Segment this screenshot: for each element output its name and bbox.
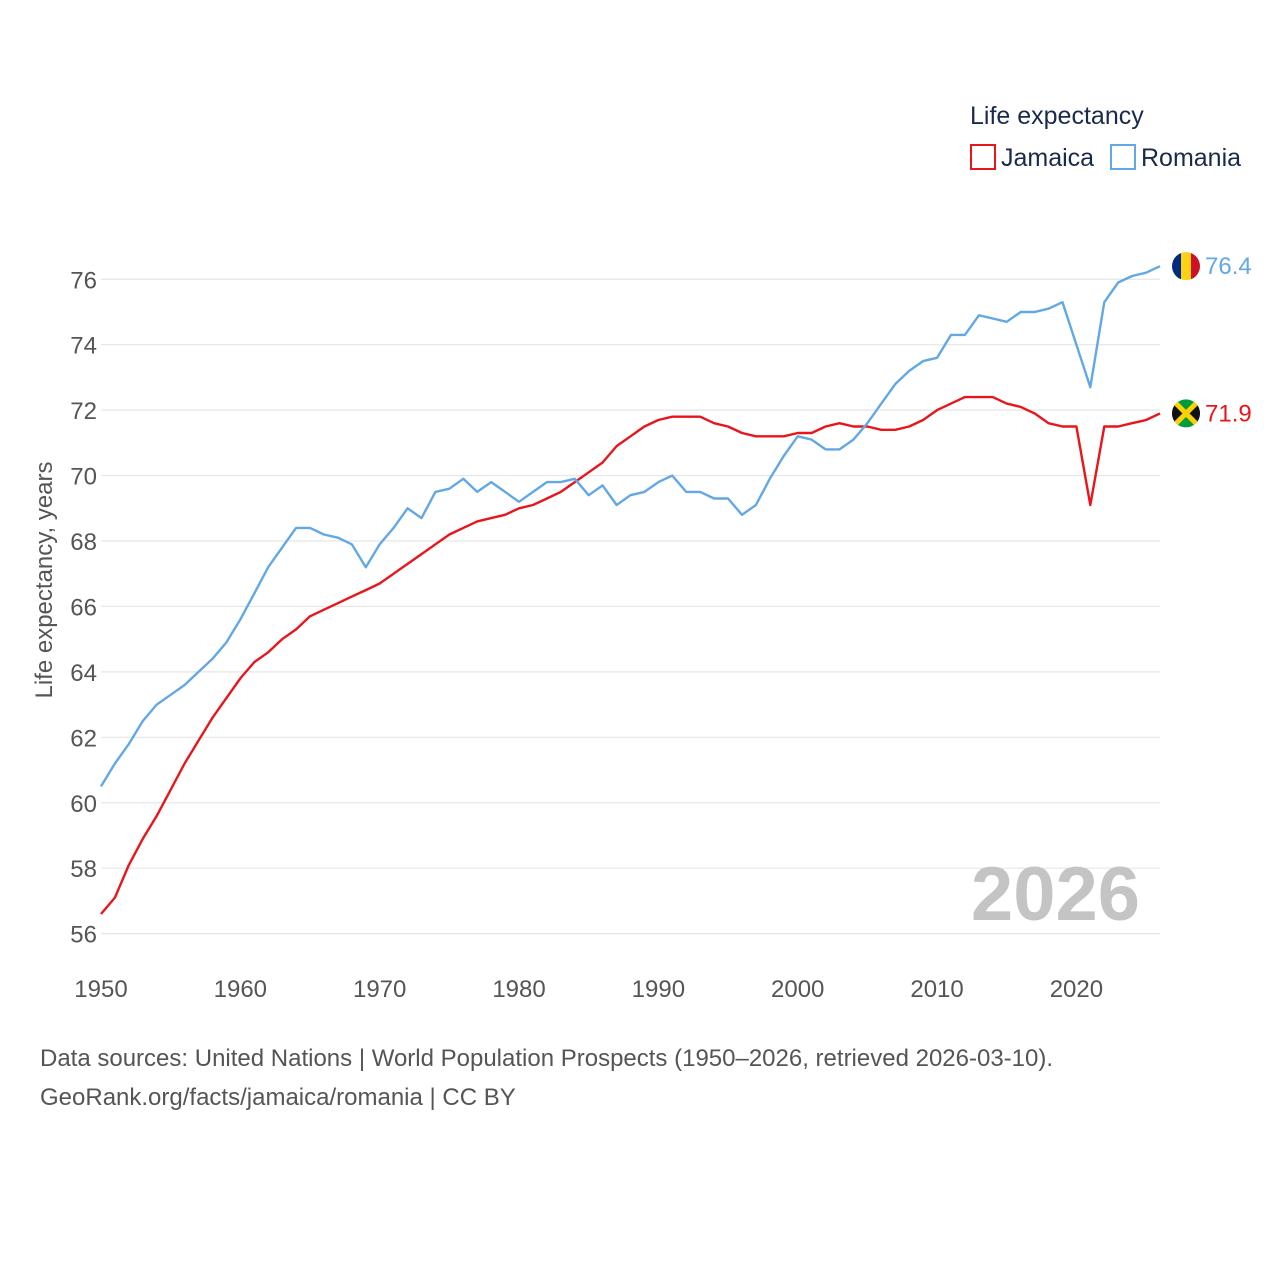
year-watermark: 2026 [971, 852, 1140, 937]
gridlines [101, 278, 1160, 935]
x-tick-label: 2000 [771, 976, 824, 1003]
x-tick-label: 1980 [492, 976, 545, 1003]
series-lines [99, 265, 1161, 915]
y-tick-label: 56 [70, 922, 97, 949]
x-tick-label: 1950 [74, 976, 127, 1003]
y-tick-label: 58 [70, 856, 97, 883]
y-tick-label: 64 [70, 660, 97, 687]
jamaica-line [100, 395, 1161, 915]
romania-end-value: 76.4 [1205, 253, 1252, 280]
y-tick-label: 70 [70, 464, 97, 491]
romania-flag-icon [1172, 252, 1200, 281]
legend-label-jamaica: Jamaica [1001, 144, 1094, 172]
jamaica-flag-icon [1172, 399, 1200, 428]
footer-sources: Data sources: United Nations | World Pop… [40, 1045, 1054, 1072]
y-axis-label: Life expectancy, years [31, 461, 58, 698]
x-tick-label: 2010 [910, 976, 963, 1003]
y-tick-label: 72 [70, 398, 97, 425]
legend-title: Life expectancy [970, 102, 1144, 130]
x-tick-label: 1970 [353, 976, 406, 1003]
x-tick-label: 1960 [214, 976, 267, 1003]
y-tick-label: 66 [70, 594, 97, 621]
legend-swatch-jamaica [970, 144, 996, 170]
y-tick-label: 74 [70, 333, 97, 360]
jamaica-end-value: 71.9 [1205, 400, 1252, 427]
y-tick-label: 60 [70, 791, 97, 818]
y-tick-label: 68 [70, 529, 97, 556]
legend-swatch-romania [1110, 144, 1136, 170]
romania-line [99, 265, 1161, 788]
x-axis-ticks: 1950 1960 1970 1980 1990 2000 2010 2020 [74, 976, 1103, 1003]
legend-label-romania: Romania [1141, 144, 1241, 172]
legend: Life expectancy Jamaica Romania [970, 102, 1241, 172]
y-tick-label: 76 [70, 267, 97, 294]
x-tick-label: 2020 [1050, 976, 1103, 1003]
footer-link: GeoRank.org/facts/jamaica/romania | CC B… [40, 1084, 516, 1111]
y-axis-ticks: 56 58 60 62 64 66 68 70 72 74 76 [70, 267, 97, 948]
y-tick-label: 62 [70, 725, 97, 752]
x-tick-label: 1990 [632, 976, 685, 1003]
